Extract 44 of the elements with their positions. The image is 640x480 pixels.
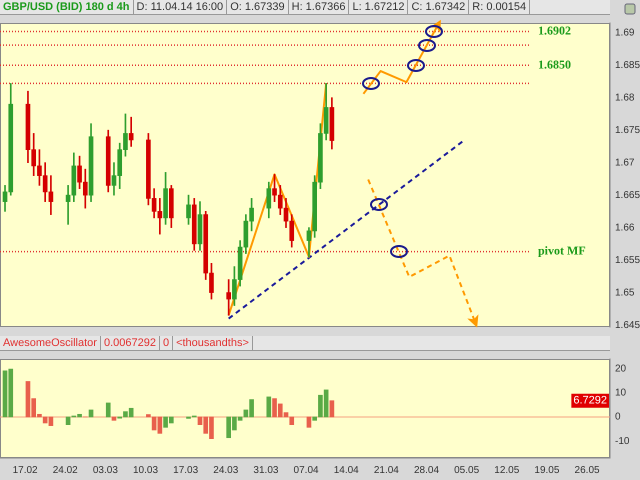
text: R: 0.00154 — [469, 0, 530, 14]
x-tick-label: 24.03 — [213, 464, 239, 476]
y-tick-label: 10 — [615, 388, 627, 399]
text: O: 1.67339 — [227, 0, 289, 14]
y-tick-label: 1.65 — [615, 287, 635, 298]
y-tick-label: 1.665 — [615, 190, 640, 201]
annotation: 6.7292 — [573, 394, 608, 407]
x-tick-label: 21.04 — [374, 464, 400, 476]
text: <thousandths> — [173, 336, 253, 350]
chart-title: GBP/USD (BID) 180 d 4h — [0, 0, 134, 14]
x-tick-label: 05.05 — [454, 464, 480, 476]
x-tick-label: 28.04 — [414, 464, 440, 476]
x-tick-label: 26.05 — [574, 464, 600, 476]
y-tick-label: 20 — [615, 363, 627, 374]
text: C: 1.67342 — [408, 0, 470, 14]
y-tick-label: 1.68 — [615, 92, 635, 104]
text: 0.0067292 — [100, 336, 160, 350]
x-tick-label: 14.04 — [334, 464, 360, 476]
chart-title: AwesomeOscillator — [0, 336, 101, 350]
x-tick-label: 31.03 — [253, 464, 279, 476]
y-tick-label: -10 — [615, 436, 630, 447]
y-tick-label: 1.69 — [615, 27, 635, 38]
y-tick-label: 1.66 — [615, 222, 635, 234]
text: D: 11.04.14 16:00 — [134, 0, 228, 14]
y-tick-label: 1.655 — [615, 254, 640, 266]
y-tick-label: 1.675 — [615, 124, 640, 136]
y-tick-label: 1.645 — [615, 320, 640, 331]
ref-line-label: pivot MF — [538, 244, 586, 258]
y-tick-label: 0 — [615, 412, 621, 423]
text: H: 1.67366 — [288, 0, 350, 14]
x-tick-label: 17.02 — [12, 464, 38, 476]
x-tick-label: 10.03 — [132, 464, 158, 476]
x-tick-label: 07.04 — [294, 464, 320, 476]
ref-line-label: 1.6850 — [538, 57, 571, 72]
x-tick-label: 17.03 — [173, 464, 199, 476]
x-tick-label: 24.02 — [52, 464, 78, 476]
x-tick-label: 19.05 — [534, 464, 560, 476]
x-tick-label: 12.05 — [494, 464, 520, 476]
y-tick-label: 1.685 — [615, 60, 640, 71]
ref-line-label: 1.6902 — [538, 24, 571, 38]
y-tick-label: 1.67 — [615, 157, 635, 168]
text: 0 — [160, 336, 174, 350]
text: L: 1.67212 — [349, 0, 408, 14]
x-tick-label: 03.03 — [92, 464, 118, 476]
